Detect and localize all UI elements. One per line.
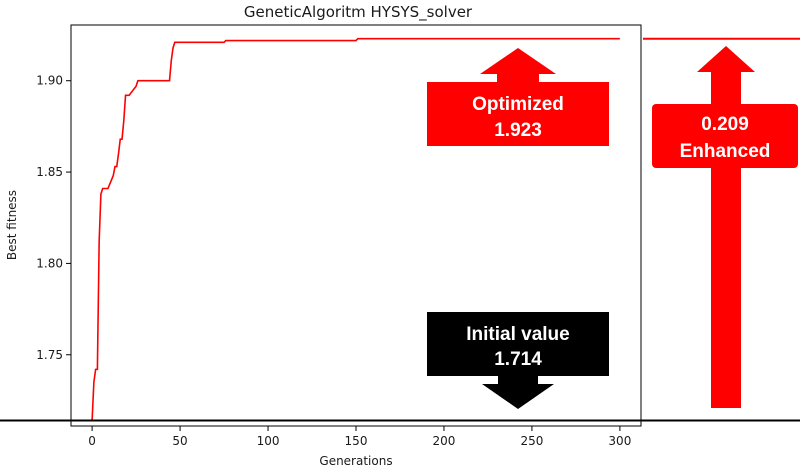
y-tick-label: 1.75 — [36, 348, 63, 362]
y-axis-label: Best fitness — [5, 190, 19, 260]
y-tick-label: 1.85 — [36, 165, 63, 179]
initial-callout: Initial value 1.714 — [427, 312, 609, 409]
enhanced-callout: 0.209 Enhanced — [652, 46, 798, 408]
x-tick-label: 200 — [433, 434, 456, 448]
x-tick-label: 250 — [520, 434, 543, 448]
x-tick-label: 0 — [88, 434, 96, 448]
x-axis-ticks: 0 50 100 150 200 250 300 — [88, 426, 631, 448]
initial-label: Initial value — [466, 324, 569, 345]
x-tick-label: 150 — [345, 434, 368, 448]
initial-arrow-shaft — [498, 372, 538, 386]
enhanced-value: 0.209 — [701, 114, 749, 135]
series-line — [91, 37, 620, 421]
optimized-box — [427, 82, 609, 146]
y-tick-label: 1.90 — [36, 74, 63, 88]
x-tick-label: 100 — [257, 434, 280, 448]
optimized-callout: Optimized 1.923 — [427, 48, 609, 146]
optimized-label: Optimized — [472, 94, 564, 115]
y-axis-ticks: 1.75 1.80 1.85 1.90 — [36, 74, 71, 362]
x-tick-label: 300 — [608, 434, 631, 448]
x-axis-label: Generations — [319, 454, 392, 468]
enhanced-box — [652, 104, 798, 168]
chart-title: GeneticAlgoritm HYSYS_solver — [244, 3, 473, 22]
enhanced-arrow-head — [697, 46, 755, 72]
x-tick-label: 50 — [172, 434, 187, 448]
optimized-value: 1.923 — [494, 120, 542, 141]
y-tick-label: 1.80 — [36, 256, 63, 270]
series-layer — [91, 37, 620, 421]
initial-value: 1.714 — [494, 349, 542, 370]
optimized-arrow-head — [480, 48, 556, 74]
initial-arrow-head — [482, 384, 554, 409]
initial-box — [427, 312, 609, 376]
enhanced-label: Enhanced — [680, 141, 771, 162]
